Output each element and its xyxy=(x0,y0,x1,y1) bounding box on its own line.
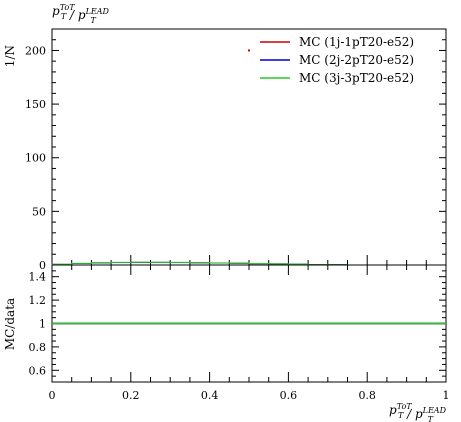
chart-title: pToT T / pLEAD T xyxy=(52,3,110,25)
main-series-group xyxy=(51,49,446,266)
ratio-y-tick-label: 1.4 xyxy=(29,271,47,284)
ratio-y-tick-label: 1.2 xyxy=(29,294,47,307)
ratio-y-ticks: 0.6 0.8 1 1.2 1.4 xyxy=(29,270,446,377)
main-y-tick-label: 200 xyxy=(25,44,46,57)
x-tick-label: 0.4 xyxy=(201,389,219,402)
ratio-y-tick-label: 0.8 xyxy=(29,341,47,354)
main-y-tick-label: 50 xyxy=(32,205,46,218)
series-line-3 xyxy=(51,261,446,266)
x-tick-label: 0.8 xyxy=(358,389,376,402)
main-y-tick-label: 150 xyxy=(25,98,46,111)
x-tick-label: 1 xyxy=(443,389,450,402)
ratio-x-ticks: 0 0.2 0.4 0.6 0.8 1 xyxy=(49,265,450,402)
main-y-ticks: 0 50 100 150 200 xyxy=(25,39,446,272)
x-tick-label: 0 xyxy=(49,389,56,402)
ratio-y-tick-label: 1 xyxy=(39,318,46,331)
legend: MC (1j-1pT20-e52) MC (2j-2pT20-e52) MC (3j… xyxy=(260,35,414,85)
data-point-marker xyxy=(248,49,250,52)
legend-label-2: MC (2j-2pT20-e52) xyxy=(299,53,414,67)
x-axis-label: pToT T / pLEAD T xyxy=(389,402,447,422)
ratio-y-tick-label: 0.6 xyxy=(29,364,47,377)
main-y-tick-label: 100 xyxy=(25,152,46,165)
main-y-axis-label: 1/N xyxy=(3,45,17,67)
legend-label-3: MC (3j-3pT20-e52) xyxy=(299,71,414,85)
legend-label-1: MC (1j-1pT20-e52) xyxy=(299,35,414,49)
main-y-tick-label: 0 xyxy=(39,259,46,272)
x-tick-label: 0.2 xyxy=(122,389,140,402)
ratio-y-axis-label: MC/data xyxy=(3,298,17,350)
x-tick-label: 0.6 xyxy=(280,389,298,402)
